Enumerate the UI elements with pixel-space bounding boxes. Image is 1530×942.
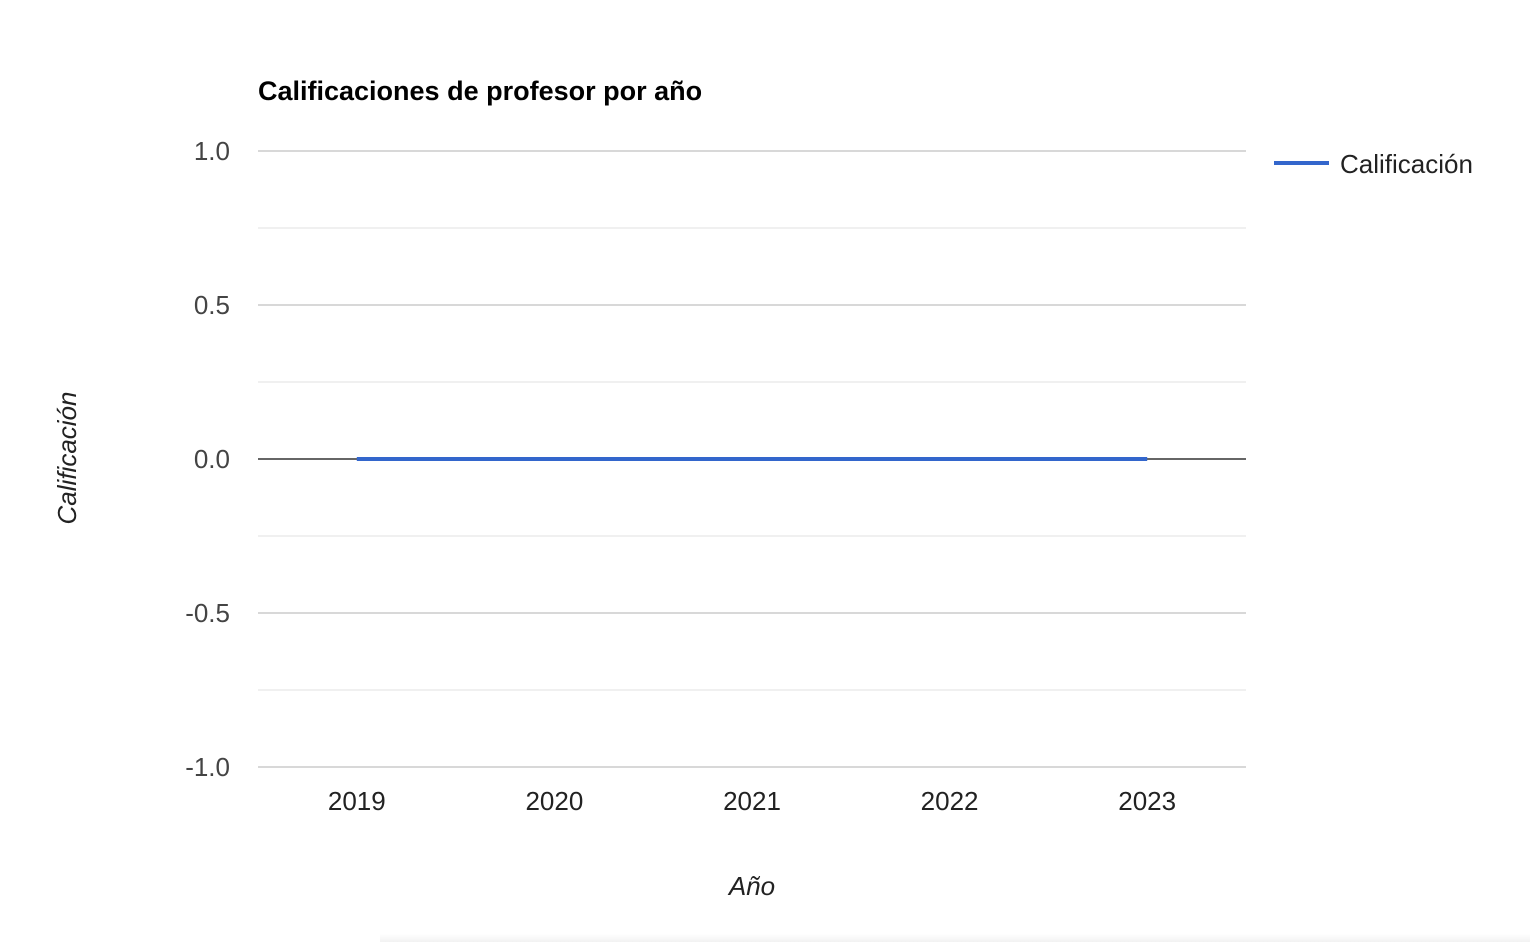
y-tick-label: -0.5 [185, 598, 230, 628]
x-axis-ticks: 2019 2020 2021 2022 2023 [328, 786, 1176, 816]
legend: Calificación [1274, 149, 1473, 179]
chart-title: Calificaciones de profesor por año [258, 76, 702, 106]
y-axis-title: Calificación [52, 392, 82, 525]
y-axis-ticks: 1.0 0.5 0.0 -0.5 -1.0 [185, 136, 230, 782]
x-axis-title: Año [727, 871, 775, 901]
bottom-edge-shadow [380, 934, 1530, 942]
x-tick-label: 2020 [525, 786, 583, 816]
x-tick-label: 2019 [328, 786, 386, 816]
x-tick-label: 2023 [1118, 786, 1176, 816]
y-tick-label: 0.5 [194, 290, 230, 320]
y-tick-label: 1.0 [194, 136, 230, 166]
x-tick-label: 2021 [723, 786, 781, 816]
y-tick-label: -1.0 [185, 752, 230, 782]
legend-label: Calificación [1340, 149, 1473, 179]
x-tick-label: 2022 [921, 786, 979, 816]
y-tick-label: 0.0 [194, 444, 230, 474]
